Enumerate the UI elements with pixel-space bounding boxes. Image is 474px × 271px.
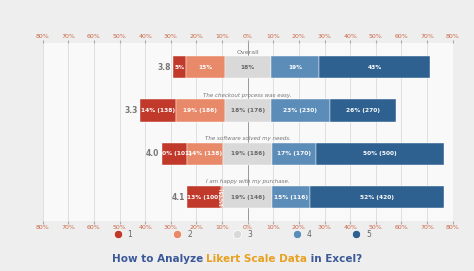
Bar xyxy=(271,56,319,78)
Bar xyxy=(223,186,272,208)
Bar xyxy=(186,56,225,78)
Bar xyxy=(187,143,223,165)
Text: Overall: Overall xyxy=(237,50,259,55)
Text: 52% (420): 52% (420) xyxy=(360,195,394,199)
Bar xyxy=(223,143,272,165)
Text: How to Analyze: How to Analyze xyxy=(111,254,206,264)
Text: 14% (138): 14% (138) xyxy=(141,108,175,113)
Text: 50% (500): 50% (500) xyxy=(363,151,397,156)
Text: 19% (146): 19% (146) xyxy=(231,195,264,199)
Text: 5%: 5% xyxy=(175,65,185,70)
Bar xyxy=(319,56,429,78)
Text: 18% (176): 18% (176) xyxy=(231,108,264,113)
Text: 15%: 15% xyxy=(198,65,212,70)
Text: 10% (101): 10% (101) xyxy=(158,151,191,156)
Bar xyxy=(140,99,176,122)
Text: 15% (116): 15% (116) xyxy=(274,195,308,199)
Text: 5: 5 xyxy=(366,230,371,239)
Text: 2: 2 xyxy=(187,230,192,239)
Bar xyxy=(187,186,221,208)
Text: 14% (138): 14% (138) xyxy=(188,151,222,156)
Text: in Excel?: in Excel? xyxy=(307,254,363,264)
Bar xyxy=(272,143,316,165)
Text: 18%: 18% xyxy=(240,65,255,70)
Text: 17% (170): 17% (170) xyxy=(277,151,311,156)
Text: 19% (186): 19% (186) xyxy=(183,108,217,113)
Bar xyxy=(162,143,187,165)
Bar xyxy=(316,143,444,165)
Bar xyxy=(310,186,444,208)
Text: 23% (230): 23% (230) xyxy=(283,108,317,113)
Text: 26% (270): 26% (270) xyxy=(346,108,380,113)
Bar xyxy=(176,99,225,122)
Text: 19% (186): 19% (186) xyxy=(231,151,264,156)
Text: 43%: 43% xyxy=(367,65,382,70)
Text: 3.3: 3.3 xyxy=(124,106,137,115)
Text: 4.1: 4.1 xyxy=(172,193,185,202)
Text: The checkout process was easy.: The checkout process was easy. xyxy=(203,93,292,98)
Text: 3.8: 3.8 xyxy=(157,63,171,72)
Bar xyxy=(272,186,310,208)
Bar xyxy=(329,99,396,122)
Text: I am happy with my purchase.: I am happy with my purchase. xyxy=(206,179,290,185)
Text: 19%: 19% xyxy=(288,65,302,70)
Text: 3: 3 xyxy=(247,230,252,239)
Text: 4: 4 xyxy=(307,230,311,239)
Bar xyxy=(225,99,271,122)
Text: 4.0: 4.0 xyxy=(146,149,159,158)
Bar xyxy=(271,99,329,122)
Text: Likert Scale Data: Likert Scale Data xyxy=(206,254,307,264)
Text: 1% (5): 1% (5) xyxy=(219,188,225,206)
Text: The software solved my needs.: The software solved my needs. xyxy=(205,136,291,141)
Bar xyxy=(173,56,186,78)
Bar xyxy=(221,186,223,208)
Bar xyxy=(225,56,271,78)
Text: 13% (100): 13% (100) xyxy=(187,195,221,199)
Text: 1: 1 xyxy=(128,230,132,239)
